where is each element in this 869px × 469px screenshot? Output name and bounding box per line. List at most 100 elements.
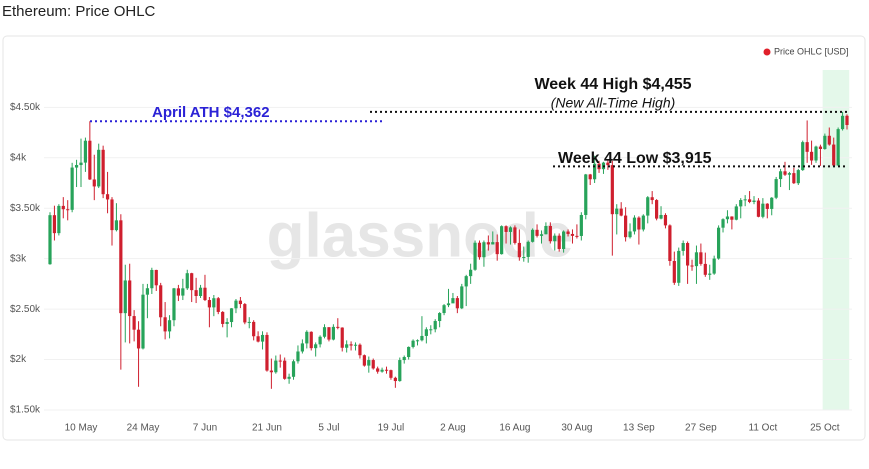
candle-body bbox=[367, 360, 371, 366]
candle-body bbox=[712, 258, 716, 274]
candle-body bbox=[207, 300, 211, 308]
candle-body bbox=[331, 326, 335, 340]
candle-body bbox=[79, 162, 83, 166]
candle-body bbox=[832, 144, 836, 166]
candle-body bbox=[141, 294, 145, 349]
candle-body bbox=[424, 329, 428, 336]
candle-body bbox=[305, 331, 309, 344]
x-tick-label: 30 Aug bbox=[561, 423, 592, 434]
candle-body bbox=[234, 300, 238, 309]
candle-body bbox=[504, 226, 508, 232]
candle-body bbox=[172, 288, 176, 321]
candle-body bbox=[433, 321, 437, 330]
candle-body bbox=[517, 242, 521, 258]
candle-body bbox=[194, 290, 198, 296]
candle-body bbox=[495, 242, 499, 255]
legend-label: Price OHLC [USD] bbox=[774, 46, 849, 56]
candle-body bbox=[469, 269, 473, 277]
candle-body bbox=[761, 203, 765, 217]
candle-body bbox=[699, 252, 703, 264]
candle-body bbox=[796, 170, 800, 184]
candle-body bbox=[402, 357, 406, 361]
candle-body bbox=[491, 242, 495, 245]
candle-body bbox=[159, 285, 163, 318]
candle-body bbox=[243, 304, 247, 323]
candle-body bbox=[260, 334, 265, 342]
candle-body bbox=[88, 140, 92, 180]
candle-body bbox=[163, 317, 167, 332]
candle-body bbox=[716, 227, 721, 259]
candle-body bbox=[730, 216, 734, 220]
candle-body bbox=[584, 174, 588, 215]
candle-body bbox=[694, 252, 699, 267]
candle-body bbox=[721, 219, 725, 228]
candle-body bbox=[438, 313, 442, 322]
candle-body bbox=[619, 208, 623, 216]
candle-body bbox=[646, 197, 650, 216]
candle-body bbox=[384, 369, 389, 371]
candle-body bbox=[429, 329, 433, 331]
candle-body bbox=[739, 200, 743, 207]
x-tick-label: 11 Oct bbox=[749, 423, 778, 434]
candle-body bbox=[464, 276, 468, 287]
candle-body bbox=[57, 205, 61, 234]
candle-body bbox=[500, 226, 504, 255]
x-tick-label: 7 Jun bbox=[193, 423, 217, 434]
candle-body bbox=[309, 331, 313, 349]
y-tick-label: $2k bbox=[10, 354, 27, 365]
candle-body bbox=[48, 215, 52, 265]
candle-body bbox=[641, 215, 645, 230]
x-tick-label: 24 May bbox=[127, 423, 160, 434]
candle-body bbox=[110, 199, 114, 231]
candle-body bbox=[198, 287, 203, 296]
candle-body bbox=[508, 227, 513, 232]
candle-body bbox=[774, 179, 778, 198]
candle-body bbox=[557, 235, 561, 249]
candle-body bbox=[708, 273, 712, 275]
candle-body bbox=[566, 231, 570, 234]
y-tick-label: $4.50k bbox=[10, 102, 41, 113]
candle-body bbox=[765, 203, 769, 209]
candle-body bbox=[690, 265, 694, 267]
candle-body bbox=[371, 360, 375, 369]
candle-body bbox=[522, 256, 526, 258]
candle-body bbox=[477, 242, 482, 258]
candle-body bbox=[659, 214, 663, 219]
candle-body bbox=[327, 327, 331, 340]
y-tick-label: $1.50k bbox=[10, 405, 41, 416]
candle-body bbox=[632, 217, 637, 232]
candle-body bbox=[283, 360, 287, 379]
candle-body bbox=[801, 142, 805, 171]
candle-body bbox=[606, 162, 610, 166]
candle-body bbox=[278, 360, 282, 362]
candle-body bbox=[287, 376, 291, 379]
candle-body bbox=[393, 377, 397, 382]
candle-body bbox=[548, 225, 552, 242]
candle-body bbox=[442, 305, 446, 314]
candle-body bbox=[535, 229, 539, 236]
candle-body bbox=[216, 298, 220, 312]
candle-body bbox=[83, 140, 88, 163]
candle-body bbox=[482, 242, 486, 258]
candle-body bbox=[588, 174, 592, 180]
candle-body bbox=[734, 206, 738, 220]
candle-body bbox=[66, 209, 70, 211]
candle-body bbox=[553, 235, 557, 242]
candle-body bbox=[451, 298, 455, 304]
candle-body bbox=[105, 194, 110, 200]
candle-body bbox=[570, 233, 575, 236]
candle-body bbox=[747, 199, 752, 202]
candle-body bbox=[663, 214, 668, 226]
candle-body bbox=[74, 165, 79, 168]
candle-body bbox=[212, 298, 216, 308]
candle-body bbox=[486, 242, 490, 245]
candle-body bbox=[783, 171, 787, 175]
candle-body bbox=[265, 334, 269, 371]
candle-body bbox=[238, 300, 242, 305]
candle-body bbox=[203, 287, 207, 301]
candle-body bbox=[185, 273, 189, 289]
candle-body bbox=[650, 197, 654, 201]
candle-body bbox=[132, 316, 136, 330]
